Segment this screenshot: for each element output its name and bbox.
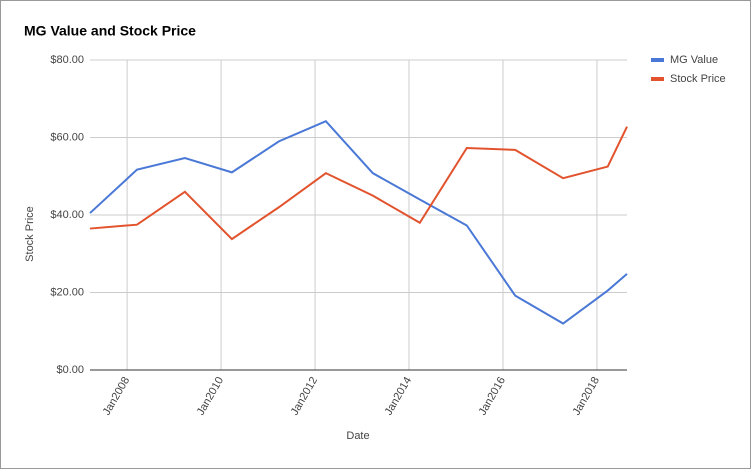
x-axis-label: Date <box>346 430 369 442</box>
y-tick-label: $80.00 <box>50 54 84 66</box>
legend-label: Stock Price <box>670 73 726 85</box>
y-tick-label: $0.00 <box>56 364 84 376</box>
y-axis-label: Stock Price <box>24 206 36 262</box>
y-tick-label: $40.00 <box>50 209 84 221</box>
series-line <box>89 120 628 325</box>
y-tick-label: $20.00 <box>50 286 84 298</box>
legend-label: MG Value <box>670 54 718 66</box>
chart-title: MG Value and Stock Price <box>24 23 196 39</box>
series-line <box>89 126 628 241</box>
y-tick-label: $60.00 <box>50 131 84 143</box>
